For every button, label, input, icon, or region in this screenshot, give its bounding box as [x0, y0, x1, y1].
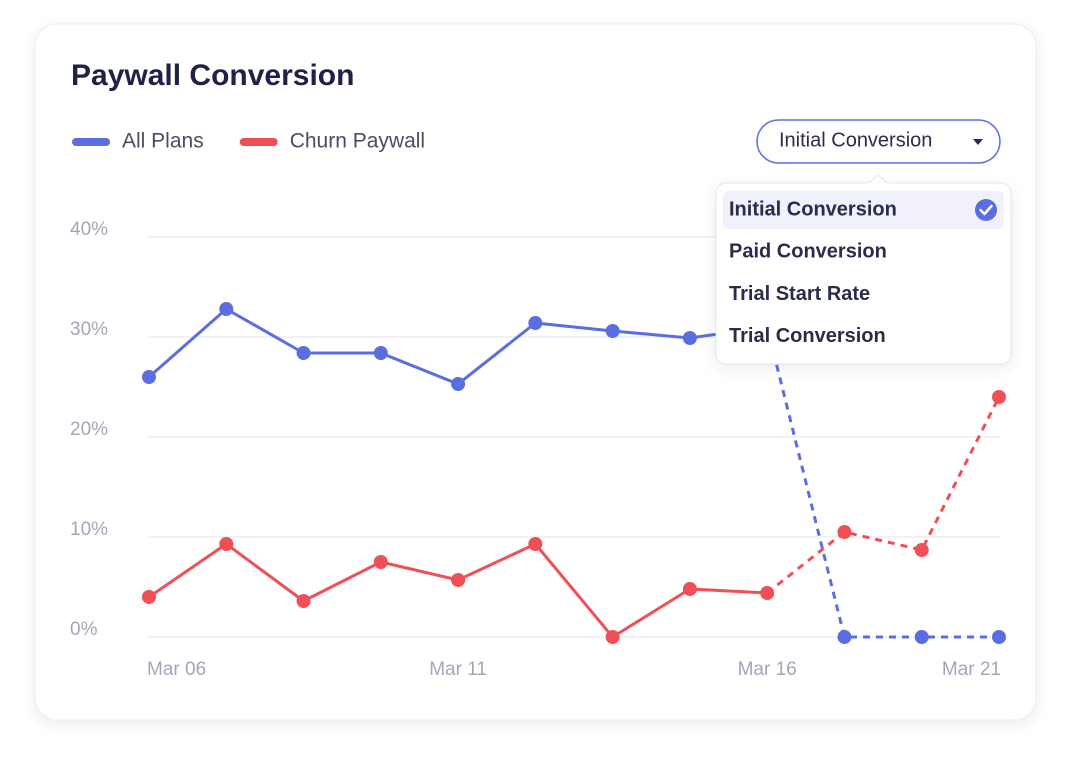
- menu-item[interactable]: Paid Conversion: [729, 241, 887, 263]
- check-icon: [975, 199, 997, 221]
- legend: All Plans Churn Paywall: [72, 130, 425, 153]
- point: [296, 346, 311, 360]
- point: [837, 525, 852, 539]
- x-tick-label: Mar 21: [942, 659, 1001, 680]
- plot: 0% 10% 20% 30% 40% Mar 06 Mar 11 Mar 16 Mar 21: [70, 219, 1006, 680]
- series-line-dashed: [765, 326, 999, 639]
- point: [219, 302, 234, 316]
- point: [605, 630, 620, 644]
- y-tick-label: 10%: [70, 519, 108, 540]
- point: [914, 543, 929, 557]
- check-mark: [979, 204, 993, 216]
- menu-item[interactable]: Trial Conversion: [729, 325, 886, 347]
- dropdown-button-label: Initial Conversion: [779, 129, 932, 151]
- dropdown-button[interactable]: [756, 119, 1001, 164]
- series-line-dashed: [766, 396, 1001, 595]
- point: [451, 573, 466, 587]
- legend-label: All Plans: [122, 130, 204, 153]
- point: [142, 590, 156, 604]
- x-tick-label: Mar 16: [738, 659, 797, 680]
- point: [760, 586, 775, 600]
- menu-item[interactable]: Trial Start Rate: [729, 283, 870, 305]
- pointer-cover: [866, 183, 890, 186]
- point: [296, 594, 311, 608]
- point: [914, 630, 929, 644]
- point: [837, 630, 852, 644]
- chart-title: Paywall Conversion: [71, 59, 354, 92]
- point: [451, 377, 466, 391]
- point: [528, 537, 543, 551]
- point: [682, 582, 697, 596]
- point: [992, 390, 1006, 404]
- point: [373, 346, 388, 360]
- point: [605, 324, 620, 338]
- x-tick-label: Mar 11: [429, 659, 487, 680]
- y-tick-label: 0%: [70, 619, 98, 640]
- menu-item[interactable]: Initial Conversion: [729, 198, 897, 220]
- dropdown: Initial Conversion Initial Conversion Paid…: [715, 119, 1012, 365]
- legend-label: Churn Paywall: [290, 130, 425, 153]
- y-tick-label: 40%: [70, 219, 108, 240]
- y-tick-label: 20%: [70, 419, 108, 440]
- point: [992, 630, 1006, 644]
- menu-item-highlight: [723, 191, 1004, 229]
- x-tick-label: Mar 06: [147, 659, 206, 680]
- dropdown-caret: [973, 139, 983, 145]
- point: [219, 537, 234, 551]
- point: [528, 316, 543, 330]
- point: [682, 331, 697, 345]
- point: [142, 370, 156, 384]
- point: [373, 555, 388, 569]
- y-tick-label: 30%: [70, 319, 108, 340]
